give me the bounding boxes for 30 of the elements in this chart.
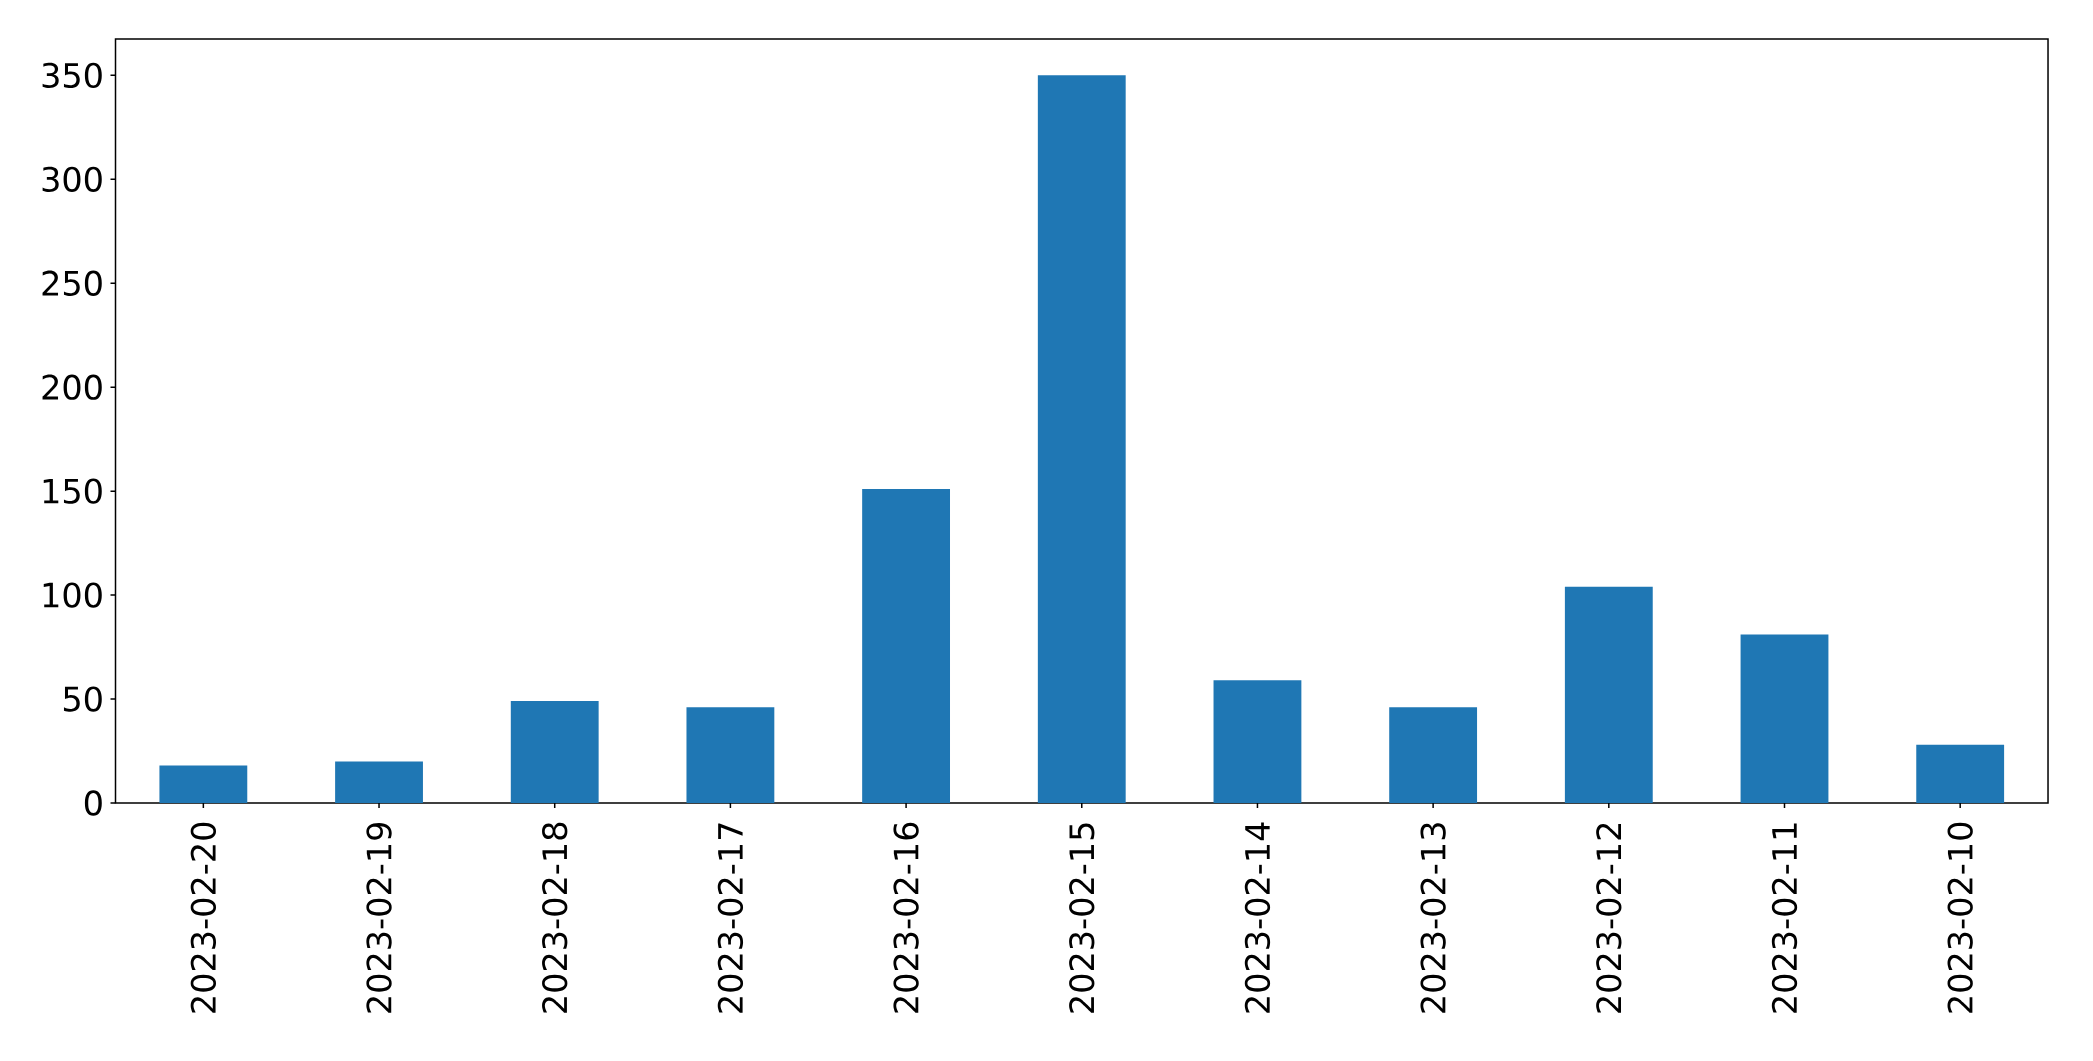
bar [1564,586,1653,803]
y-tick-label: 100 [43,582,102,608]
x-tick-label: 2023-02-18 [542,822,568,1013]
x-tick-label: 2023-02-20 [190,822,217,1013]
x-tick-label: 2023-02-12 [1596,823,1622,1013]
x-tick-label: 2023-02-19 [366,822,392,1013]
x-tick-label: 2023-02-14 [1244,822,1271,1013]
bar [1916,744,2005,803]
x-tick-label: 2023-02-10 [1947,822,1973,1013]
bar [1740,634,1829,803]
bar [1389,707,1478,803]
bar [862,489,951,803]
bar [159,765,248,803]
y-tick-label: 300 [42,166,102,192]
y-tick-label: 250 [42,270,102,296]
x-tick-label: 2023-02-13 [1420,823,1446,1013]
x-tick-label: 2023-02-16 [893,822,919,1013]
y-tick-label: 0 [84,790,102,816]
bar [510,701,599,803]
y-tick-label: 350 [42,62,102,89]
bar [1213,680,1302,803]
bar [686,707,775,803]
x-tick-label: 2023-02-15 [1069,823,1095,1013]
bar [1037,75,1126,803]
y-tick-label: 50 [63,686,102,712]
y-tick-label: 200 [42,374,102,400]
x-tick-label: 2023-02-17 [717,823,744,1013]
y-tick-label: 150 [43,478,102,504]
x-tick-label: 2023-02-11 [1771,823,1798,1013]
bar [335,761,423,803]
